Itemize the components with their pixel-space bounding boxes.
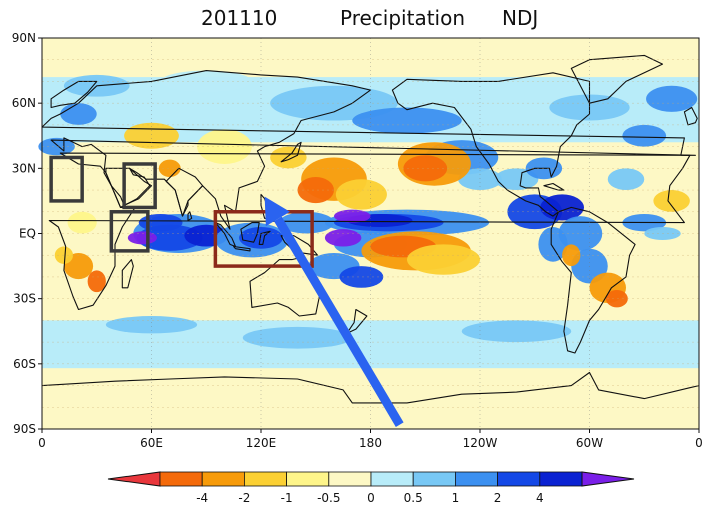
lon-tick-label: 0	[38, 436, 46, 450]
lon-tick-label: 120W	[463, 436, 498, 450]
lat-tick-label: 30N	[12, 161, 36, 175]
coastline-shape	[165, 167, 204, 217]
coastline-shape	[48, 152, 691, 311]
title-variable: Precipitation	[340, 6, 466, 30]
colorbar-swatch	[454, 471, 498, 487]
coastline-shape	[233, 245, 251, 252]
lat-tick-label: EQ	[19, 227, 36, 241]
colorbar-swatch	[539, 471, 583, 487]
colorbar: -4 -2 -1 -0.5 0 0.5 1 2 4	[107, 471, 635, 505]
coastline-shape	[121, 259, 134, 289]
colorbar-tick-label: -0.5	[317, 491, 340, 505]
east-africa-box	[109, 210, 150, 253]
lat-tick-label: 60S	[13, 357, 36, 371]
colorbar-swatch	[286, 471, 330, 487]
lon-tick-label: 60E	[140, 436, 163, 450]
colorbar-swatch	[412, 471, 456, 487]
lon-tick-label: 60W	[576, 436, 603, 450]
colorbar-swatch	[328, 471, 372, 487]
arrow-shaft	[274, 216, 404, 427]
colorbar-swatch	[159, 471, 203, 487]
lat-tick-label: 90S	[13, 422, 36, 436]
lon-tick-label: 0	[695, 436, 703, 450]
arabia-box	[122, 162, 157, 210]
colorbar-tick-label: 1	[452, 491, 460, 505]
colorbar-tick-label: 0	[367, 491, 375, 505]
direction-arrow	[264, 196, 404, 427]
coastline-shape	[280, 235, 319, 256]
coastline-shape	[50, 80, 98, 109]
title-date: 201110	[201, 6, 278, 30]
colorbar-max-triangle	[581, 471, 635, 487]
lat-tick-label: 60N	[12, 96, 36, 110]
west-africa-box	[49, 155, 84, 203]
lat-tick-label: 90N	[12, 31, 36, 45]
colorbar-tick-label: -4	[196, 491, 208, 505]
coastline-shape	[280, 141, 302, 163]
coastline-shape	[187, 211, 193, 222]
coastline-shape	[41, 70, 696, 230]
colorbar-swatch	[370, 471, 414, 487]
colorbar-swatch	[201, 471, 245, 487]
colorbar-tick-label: 2	[494, 491, 502, 505]
colorbar-tick-label: -1	[281, 491, 293, 505]
colorbar-swatch	[243, 471, 287, 487]
lon-tick-label: 120E	[246, 436, 277, 450]
figure-title: 201110 Precipitation NDJ	[0, 6, 712, 34]
coastline-shape	[550, 206, 636, 354]
title-season: NDJ	[502, 6, 539, 30]
colorbar-tick-label: 4	[536, 491, 544, 505]
coastline-shape	[683, 106, 698, 126]
lat-tick-label: 30S	[13, 292, 36, 306]
region-boxes	[49, 155, 314, 268]
colorbar-tick-label: 0.5	[404, 491, 423, 505]
coastline-shape	[346, 308, 368, 334]
coastline-shape	[41, 371, 700, 404]
lon-tick-label: 180	[359, 436, 382, 450]
colorbar-tick-label: -2	[238, 491, 250, 505]
colorbar-swatch	[497, 471, 541, 487]
arrow-head	[264, 196, 290, 227]
maritime-continent-box	[213, 210, 314, 268]
colorbar-min-triangle	[107, 471, 161, 487]
